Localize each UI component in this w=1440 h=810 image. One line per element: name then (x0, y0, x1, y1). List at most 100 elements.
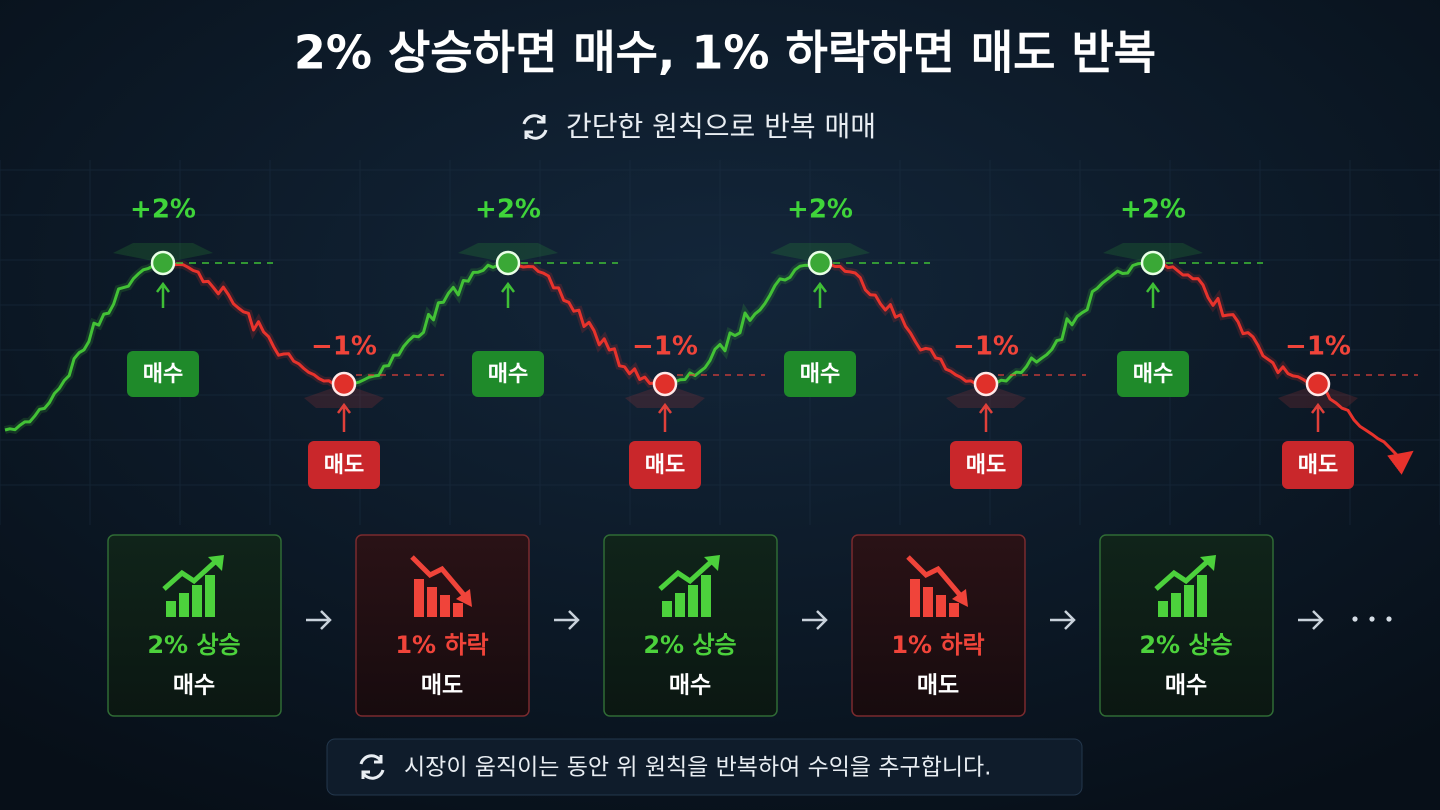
price-line (985, 261, 1154, 386)
buy-label: 매수 (800, 362, 840, 387)
sell-arrow (337, 402, 351, 432)
icon-bar (688, 585, 698, 617)
step-box (107, 534, 282, 717)
buy-badge (1117, 351, 1189, 397)
peak-label: +2% (130, 195, 196, 225)
footer: 시장이 움직이는 동안 위 원칙을 반복하여 수익을 추구합니다. (326, 738, 1083, 796)
flow-arrow (1298, 610, 1324, 630)
trend-icon (1154, 555, 1216, 617)
sell-label: 매도 (324, 453, 364, 478)
icon-arrowhead (1200, 555, 1216, 571)
sell-badge (950, 441, 1022, 489)
icon-bar (453, 603, 463, 617)
sell-arrow (979, 402, 993, 432)
icon-arrowhead (704, 555, 720, 571)
price-line (163, 261, 345, 386)
refresh-icon (359, 754, 385, 780)
continuation-dot (1369, 616, 1375, 622)
subtitle-group: 간단한 원칙으로 반복 매매 (522, 110, 876, 143)
icon-bar (1184, 585, 1194, 617)
flow-arrow (306, 610, 332, 630)
step-box (355, 534, 530, 717)
icon-arrow (658, 559, 714, 591)
icon-bar (192, 585, 202, 617)
peak-point (1140, 250, 1166, 276)
icon-bar (910, 579, 920, 617)
price-line (664, 261, 821, 386)
footer-text: 시장이 움직이는 동안 위 원칙을 반복하여 수익을 추구합니다. (404, 755, 992, 781)
step-label: 1% 하락 (395, 631, 488, 659)
subtitle: 간단한 원칙으로 반복 매매 (566, 110, 876, 143)
price-line (1152, 261, 1319, 386)
trough-label: −1% (953, 332, 1019, 362)
footer-box (326, 738, 1083, 796)
flow-arrow (554, 610, 580, 630)
sell-arrow (658, 402, 672, 432)
refresh-icon (522, 114, 548, 140)
trough-label: −1% (311, 332, 377, 362)
icon-bar (427, 587, 437, 617)
trough-point (1305, 371, 1331, 397)
peak-label: +2% (787, 195, 853, 225)
price-line (507, 261, 665, 386)
peak-point (807, 250, 833, 276)
trough-point (652, 371, 678, 397)
peak-point (150, 250, 176, 276)
buy-label: 매수 (143, 362, 183, 387)
trend-icon (906, 555, 968, 617)
step-box (603, 534, 778, 717)
price-line (4, 261, 164, 432)
icon-bar (166, 601, 176, 617)
icon-bar (923, 587, 933, 617)
trough-label: −1% (1285, 332, 1351, 362)
trend-icon (162, 555, 224, 617)
icon-bar (440, 595, 450, 617)
buy-arrow (1146, 281, 1160, 308)
icon-bar (1158, 601, 1168, 617)
icon-arrow (162, 559, 218, 591)
step-action: 매수 (669, 673, 711, 699)
buy-label: 매수 (488, 362, 528, 387)
icon-bar (205, 575, 215, 617)
buy-badge (472, 351, 544, 397)
icon-bar (1197, 575, 1207, 617)
price-line (1317, 382, 1414, 475)
step-label: 2% 상승 (1139, 631, 1232, 659)
step-label: 2% 상승 (643, 631, 736, 659)
icon-arrow (1154, 559, 1210, 591)
sell-label: 매도 (645, 453, 685, 478)
price-line (343, 261, 509, 386)
step-box (851, 534, 1026, 717)
icon-arrowhead (952, 589, 968, 607)
icon-arrow (410, 555, 466, 597)
icon-bar (936, 595, 946, 617)
trough-label: −1% (632, 332, 698, 362)
buy-arrow (501, 281, 515, 308)
icon-bar (701, 575, 711, 617)
sell-label: 매도 (966, 453, 1006, 478)
sell-label: 매도 (1298, 453, 1338, 478)
trend-icon (410, 555, 472, 617)
price-line (820, 261, 987, 386)
icon-bar (675, 593, 685, 617)
icon-bar (949, 603, 959, 617)
flow-arrow (1050, 610, 1076, 630)
icon-arrowhead (208, 555, 224, 571)
trough-point (331, 371, 357, 397)
buy-badge (127, 351, 199, 397)
buy-badge (784, 351, 856, 397)
sell-badge (1282, 441, 1354, 489)
icon-arrowhead (456, 589, 472, 607)
buy-label: 매수 (1133, 362, 1173, 387)
step-action: 매도 (421, 673, 463, 699)
step-box (1099, 534, 1274, 717)
buy-arrow (813, 281, 827, 308)
icon-bar (414, 579, 424, 617)
continuation-dot (1386, 616, 1392, 622)
step-action: 매수 (1165, 673, 1207, 699)
continuation-dot (1352, 616, 1358, 622)
peak-point (495, 250, 521, 276)
title: 2% 상승하면 매수, 1% 하락하면 매도 반복 (294, 26, 1156, 80)
